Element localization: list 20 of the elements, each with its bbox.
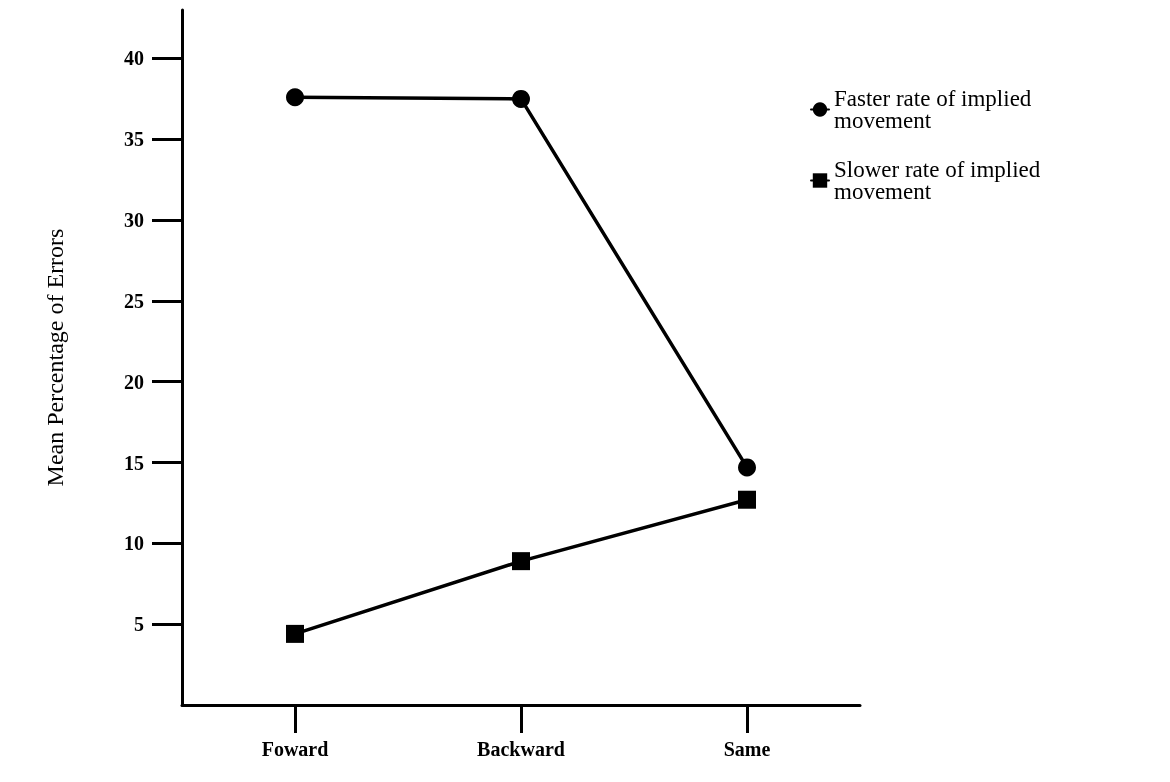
y-tick-label: 10 [124, 532, 144, 555]
y-tick-label: 25 [124, 289, 144, 312]
y-tick-label: 20 [124, 370, 144, 393]
point [286, 624, 304, 643]
point [512, 89, 530, 108]
x-tick-label: Foward [261, 738, 329, 760]
x-tick-label: Same [723, 738, 771, 760]
x-tick-label: Backward [477, 738, 565, 760]
point [286, 88, 304, 107]
legend-label: Slower rate of implied movement [834, 157, 1047, 204]
y-tick-label: 40 [124, 47, 144, 70]
y-tick-label: 5 [134, 613, 144, 636]
point [738, 458, 756, 477]
y-tick-label: 35 [124, 128, 144, 151]
y-tick-label: 15 [124, 451, 144, 474]
y-tick-label: 30 [124, 209, 144, 232]
legend-label: Faster rate of implied movement [834, 86, 1038, 133]
point [512, 552, 530, 571]
point [738, 490, 756, 509]
y-axis-title: Mean Percentage of Errors [42, 228, 68, 487]
